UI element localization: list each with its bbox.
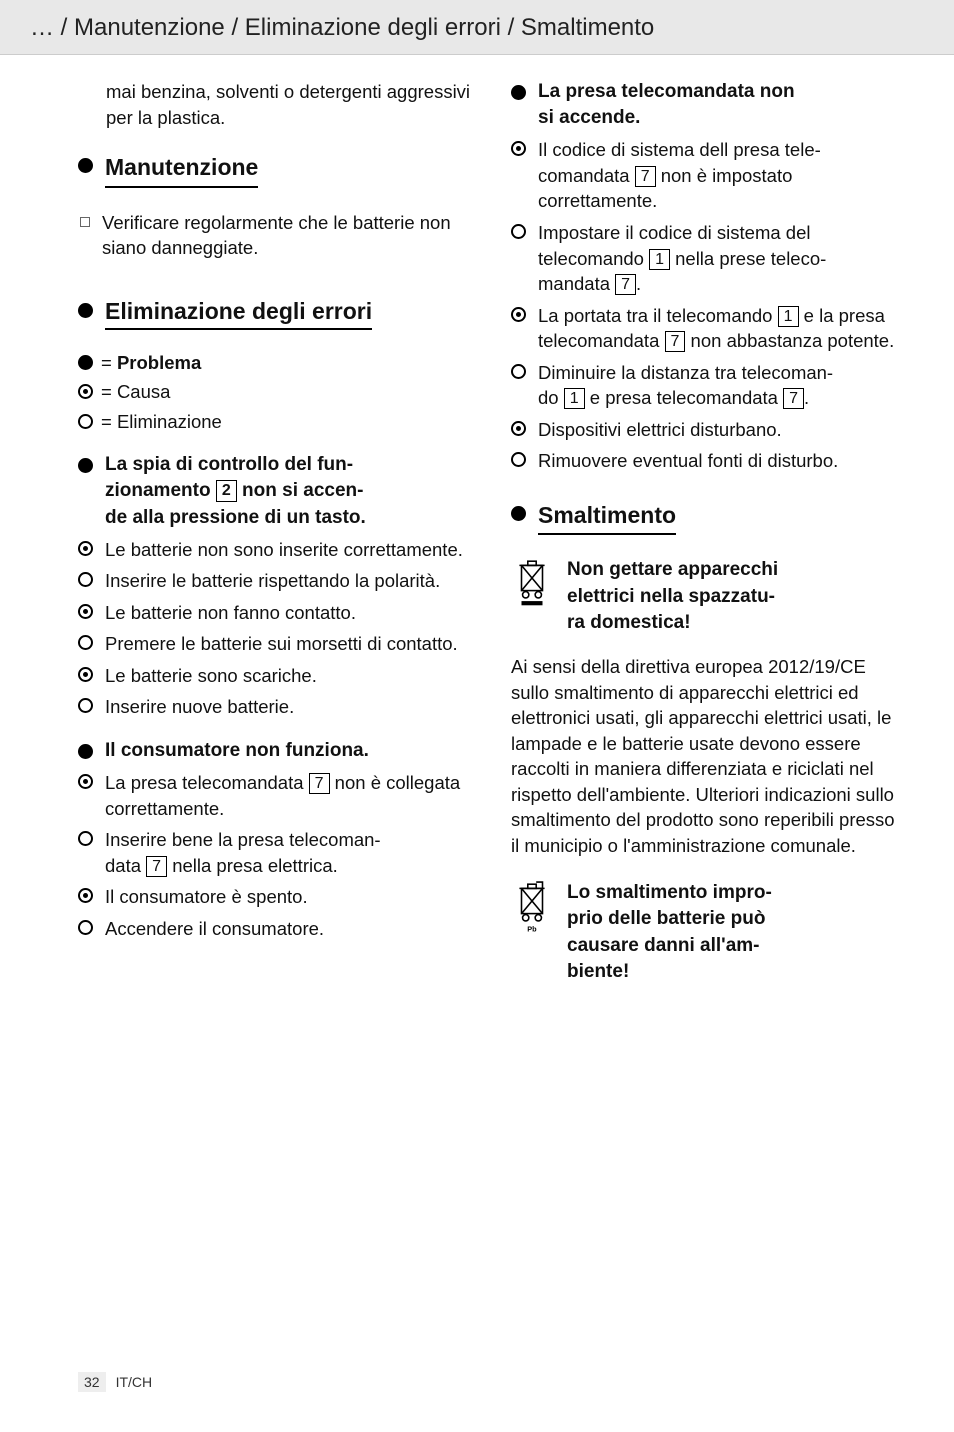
list-item: La presa telecomandata 7 non è collegata… (78, 770, 473, 821)
item-text: Dispositivi elettrici disturbano. (538, 417, 906, 443)
page-header: … / Manutenzione / Eliminazione degli er… (0, 0, 954, 55)
warning-row: Non gettare apparecchi elettrici nella s… (511, 557, 906, 636)
item-text: Inserire bene la presa telecoman-data 7 … (105, 827, 473, 878)
warning-row: Pb Lo smaltimento impro- prio delle batt… (511, 880, 906, 985)
ring-bullet-icon (511, 224, 526, 239)
list-item: Le batterie non sono inserite correttame… (78, 537, 473, 563)
ring-bullet-icon (511, 452, 526, 467)
bullet-icon (78, 744, 93, 759)
list-item: Premere le batterie sui morsetti di cont… (78, 631, 473, 657)
left-column: mai benzina, solventi o detergenti aggre… (78, 79, 473, 1003)
dot-bullet-icon (78, 888, 93, 903)
list-item: Inserire nuove batterie. (78, 694, 473, 720)
legend-problema: = Problema (78, 350, 473, 376)
section-smaltimento: Smaltimento (511, 500, 906, 540)
item-text: Le batterie non fanno contatto. (105, 600, 473, 626)
warning-text: Non gettare apparecchi elettrici nella s… (567, 557, 778, 636)
item-text: Le batterie non sono inserite correttame… (105, 537, 473, 563)
legend-text: = Causa (101, 379, 170, 405)
ring-bullet-icon (78, 831, 93, 846)
list-item: Impostare il codice di sistema del telec… (511, 220, 906, 297)
legend-eliminazione: = Eliminazione (78, 409, 473, 435)
intro-text: mai benzina, solventi o detergenti aggre… (78, 79, 473, 130)
item-text: La presa telecomandata 7 non è collegata… (105, 770, 473, 821)
bullet-icon (511, 506, 526, 521)
bullet-icon (511, 85, 526, 100)
legend-causa: = Causa (78, 379, 473, 405)
waste-bin-icon (511, 557, 553, 607)
bullet-icon (78, 355, 93, 370)
subheading-row: La presa telecomandata nonsi accende. (511, 79, 906, 131)
item-text: Il codice di sistema dell presa tele-com… (538, 137, 906, 214)
item-text: Diminuire la distanza tra telecoman-do 1… (538, 360, 906, 411)
dot-bullet-icon (78, 604, 93, 619)
ring-bullet-icon (78, 698, 93, 713)
item-text: La portata tra il telecomando 1 e la pre… (538, 303, 906, 354)
svg-text:Pb: Pb (527, 925, 537, 934)
dot-bullet-icon (511, 307, 526, 322)
section-manutenzione: Manutenzione (78, 152, 473, 192)
dot-bullet-icon (78, 774, 93, 789)
dot-bullet-icon (78, 667, 93, 682)
list-item: Il codice di sistema dell presa tele-com… (511, 137, 906, 214)
subheading-row: Il consumatore non funziona. (78, 738, 473, 764)
subheading: La presa telecomandata nonsi accende. (538, 79, 906, 131)
content-area: mai benzina, solventi o detergenti aggre… (0, 55, 954, 1003)
dot-bullet-icon (78, 384, 93, 399)
item-text: Impostare il codice di sistema del telec… (538, 220, 906, 297)
battery-bin-icon: Pb (511, 880, 553, 935)
item-text: Premere le batterie sui morsetti di cont… (105, 631, 473, 657)
list-item: Diminuire la distanza tra telecoman-do 1… (511, 360, 906, 411)
legend-text: = Eliminazione (101, 409, 222, 435)
locale-label: IT/CH (116, 1374, 153, 1390)
list-item: Le batterie sono scariche. (78, 663, 473, 689)
ring-bullet-icon (78, 414, 93, 429)
item-text: Inserire le batterie rispettando la pola… (105, 568, 473, 594)
page-footer: 32 IT/CH (78, 1372, 152, 1392)
item-text: Inserire nuove batterie. (105, 694, 473, 720)
bullet-icon (78, 303, 93, 318)
list-item: Inserire le batterie rispettando la pola… (78, 568, 473, 594)
bullet-icon (78, 158, 93, 173)
ring-bullet-icon (511, 364, 526, 379)
list-item: Verificare regolarmente che le batterie … (78, 210, 473, 261)
item-text: Le batterie sono scariche. (105, 663, 473, 689)
ring-bullet-icon (78, 920, 93, 935)
bullet-icon (78, 458, 93, 473)
section-eliminazione: Eliminazione degli errori (78, 297, 473, 334)
subheading-row: La spia di controllo del fun- zionamento… (78, 452, 473, 531)
section-title: Manutenzione (105, 152, 258, 188)
dot-bullet-icon (511, 141, 526, 156)
list-item: Rimuovere eventual fonti di disturbo. (511, 448, 906, 474)
warning-text: Lo smaltimento impro- prio delle batteri… (567, 880, 772, 985)
item-text: Il consumatore è spento. (105, 884, 473, 910)
list-item: Inserire bene la presa telecoman-data 7 … (78, 827, 473, 878)
section-title: Eliminazione degli errori (105, 297, 372, 330)
subheading: La spia di controllo del fun- zionamento… (105, 452, 473, 531)
ring-bullet-icon (78, 635, 93, 650)
list-item: Il consumatore è spento. (78, 884, 473, 910)
subheading: Il consumatore non funziona. (105, 738, 473, 764)
list-item: Accendere il consumatore. (78, 916, 473, 942)
dot-bullet-icon (511, 421, 526, 436)
page-number: 32 (78, 1372, 106, 1392)
list-item: Le batterie non fanno contatto. (78, 600, 473, 626)
square-bullet-icon (80, 217, 90, 227)
section-title: Smaltimento (538, 500, 676, 536)
item-text: Verificare regolarmente che le batterie … (102, 210, 473, 261)
item-text: Accendere il consumatore. (105, 916, 473, 942)
ring-bullet-icon (78, 572, 93, 587)
right-column: La presa telecomandata nonsi accende. Il… (511, 79, 906, 1003)
list-item: Dispositivi elettrici disturbano. (511, 417, 906, 443)
dot-bullet-icon (78, 541, 93, 556)
body-paragraph: Ai sensi della direttiva europea 2012/19… (511, 654, 906, 858)
list-item: La portata tra il telecomando 1 e la pre… (511, 303, 906, 354)
item-text: Rimuovere eventual fonti di disturbo. (538, 448, 906, 474)
legend-text: = Problema (101, 350, 201, 376)
